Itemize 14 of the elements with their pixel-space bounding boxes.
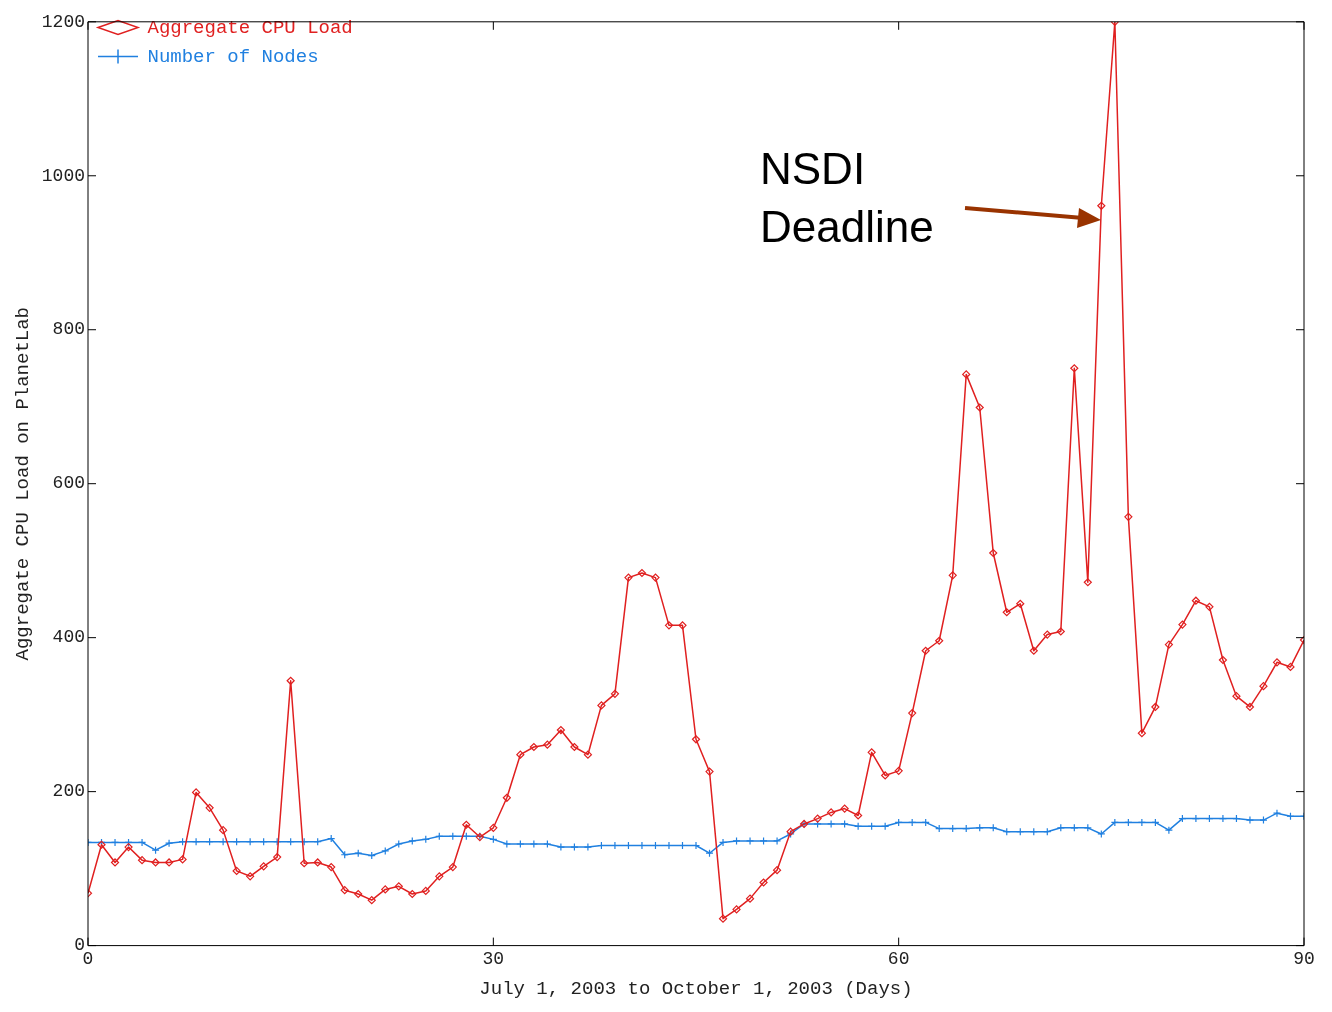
legend-label: Aggregate CPU Load [147,16,353,39]
y-tick-label: 400 [52,627,86,648]
y-tick-label: 600 [52,473,86,494]
x-tick-label: 30 [482,949,505,970]
annotation: NSDI Deadline [760,143,934,253]
x-axis-title: July 1, 2003 to October 1, 2003 (Days) [479,977,913,1000]
x-tick-label: 60 [887,949,910,970]
y-tick-label: 200 [52,781,86,802]
y-axis-title: Aggregate CPU Load on PlanetLab [12,306,35,661]
legend-label: Number of Nodes [147,45,319,68]
y-tick-label: 1000 [41,165,86,186]
y-tick-label: 800 [52,319,86,340]
x-tick-label: 90 [1293,949,1315,970]
y-tick-label: 1200 [41,11,86,32]
